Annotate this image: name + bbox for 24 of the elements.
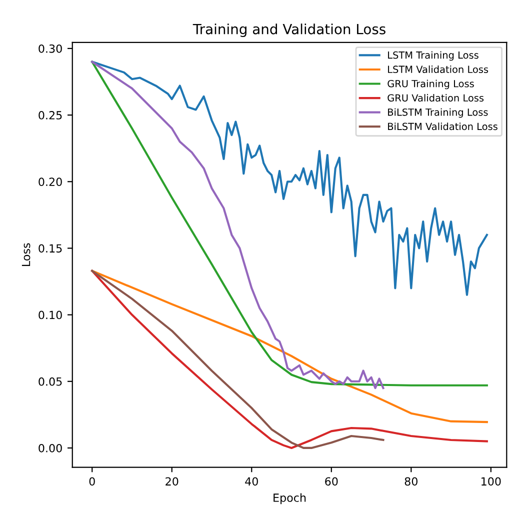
legend-label: GRU Training Loss bbox=[388, 80, 474, 90]
x-tick-label: 0 bbox=[89, 477, 95, 486]
x-tick-label: 100 bbox=[482, 477, 501, 486]
legend-label: GRU Validation Loss bbox=[388, 94, 484, 102]
line-series bbox=[91, 270, 384, 450]
x-tick-label: 20 bbox=[166, 477, 178, 486]
legend-label: BiLSTM Training Loss bbox=[388, 108, 488, 118]
line-series bbox=[91, 60, 384, 390]
x-tick-label: 80 bbox=[404, 477, 418, 486]
y-tick-label: 0.30 bbox=[38, 44, 62, 53]
x-axis-title: Epoch bbox=[274, 493, 306, 504]
legend-label: BiLSTM Validation Loss bbox=[388, 122, 498, 130]
legend-label: LSTM Training Loss bbox=[388, 51, 478, 61]
y-tick-label: 0.20 bbox=[38, 178, 62, 186]
x-tick-label: 60 bbox=[325, 477, 338, 486]
y-tick-label: 0.10 bbox=[38, 310, 62, 320]
y-tick-label: 0.00 bbox=[38, 444, 62, 452]
x-tick-label: 40 bbox=[245, 477, 258, 486]
legend-label: LSTM Validation Loss bbox=[388, 66, 488, 74]
chart-title: Training and Validation Loss bbox=[192, 24, 386, 38]
y-tick-label: 0.25 bbox=[38, 111, 62, 120]
y-tick-label: 0.05 bbox=[38, 377, 62, 386]
y-tick-label: 0.15 bbox=[38, 244, 62, 253]
y-axis-title: Loss bbox=[22, 243, 30, 266]
